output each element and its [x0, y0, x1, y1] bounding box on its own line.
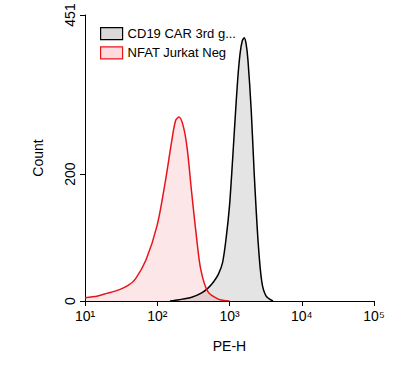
svg-text:10⁵: 10⁵	[363, 308, 384, 324]
svg-text:10¹: 10¹	[75, 308, 96, 324]
svg-text:10⁴: 10⁴	[291, 308, 313, 324]
svg-text:10³: 10³	[219, 308, 240, 324]
svg-text:Count: Count	[30, 139, 46, 176]
svg-text:200: 200	[62, 162, 78, 186]
svg-text:0: 0	[62, 297, 78, 305]
svg-text:10²: 10²	[147, 308, 168, 324]
svg-text:451: 451	[62, 3, 78, 27]
svg-text:CD19 CAR 3rd g...: CD19 CAR 3rd g...	[128, 26, 236, 41]
svg-text:NFAT Jurkat Neg: NFAT Jurkat Neg	[128, 45, 227, 60]
svg-text:PE-H: PE-H	[213, 338, 246, 354]
